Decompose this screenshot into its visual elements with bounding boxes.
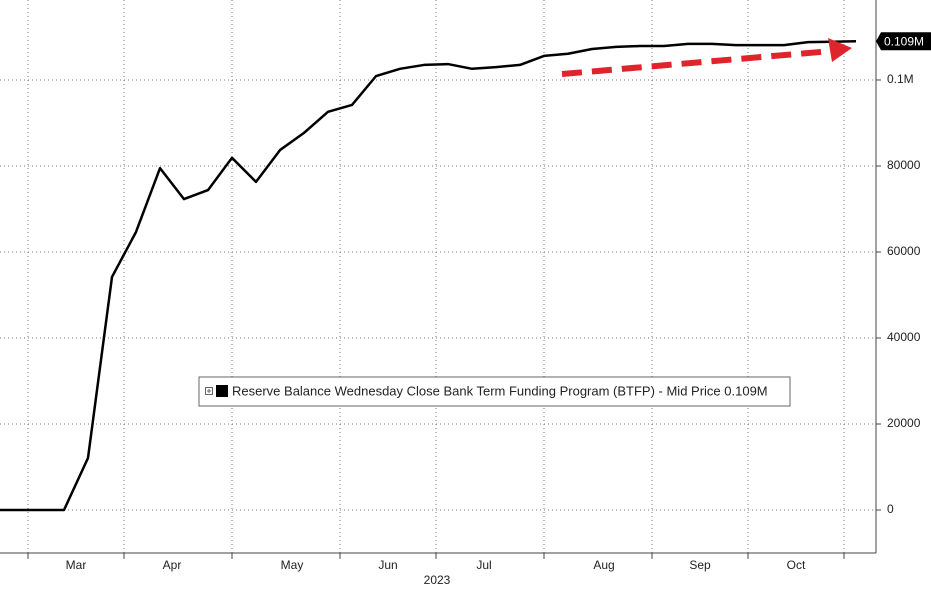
x-tick-label: Jul [476, 558, 491, 572]
legend-toggle [205, 387, 213, 395]
x-tick-label: Mar [66, 558, 87, 572]
legend-box [198, 376, 791, 407]
marks [0, 40, 857, 512]
y-tick-label: 40000 [887, 330, 921, 344]
legend-swatch [216, 385, 228, 397]
last-value-label: 0.109M [884, 34, 924, 48]
x-axis-label: 2023 [424, 573, 451, 587]
arrow-shaft [561, 48, 833, 77]
legend-label: Reserve Balance Wednesday Close Bank Ter… [232, 383, 768, 398]
y-tick-label: 0 [887, 502, 894, 516]
x-tick-label: Apr [163, 558, 182, 572]
x-tick-label: Jun [378, 558, 397, 572]
last-value-tag [876, 32, 931, 51]
x-tick-label: May [281, 558, 304, 572]
x-tick-label: Oct [787, 558, 806, 572]
y-tick-label: 60000 [887, 244, 921, 258]
y-tick-label: 80000 [887, 158, 921, 172]
y-tick-label: 20000 [887, 416, 921, 430]
x-tick-label: Aug [593, 558, 614, 572]
series-line [16, 40, 857, 512]
grid [0, 0, 876, 553]
y-tick-label: 0.1M [887, 72, 914, 86]
trend-arrow [561, 38, 852, 77]
x-tick-label: Sep [689, 558, 711, 572]
legend: Reserve Balance Wednesday Close Bank Ter… [198, 376, 791, 407]
arrow-head [828, 38, 852, 62]
